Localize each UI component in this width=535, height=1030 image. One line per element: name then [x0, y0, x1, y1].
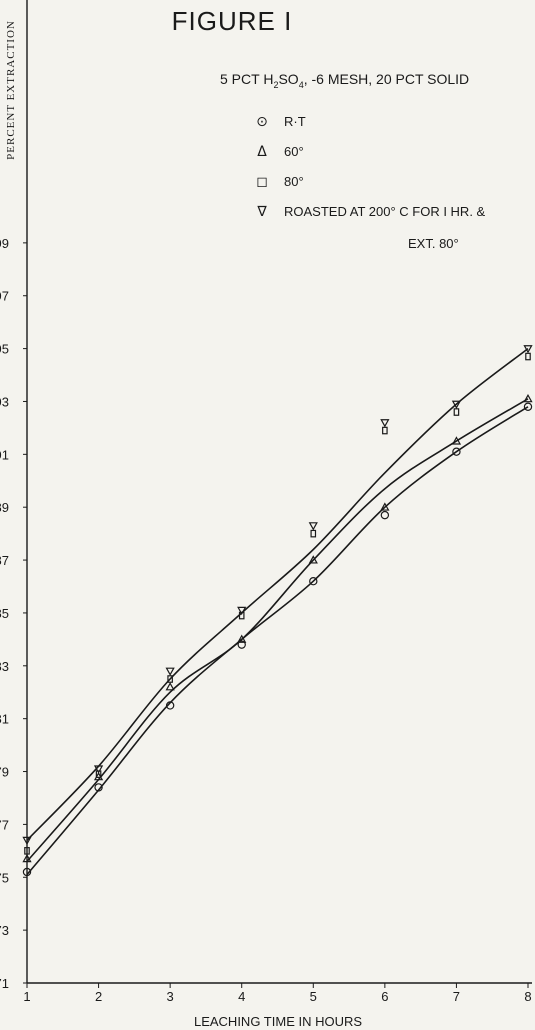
legend-label: ROASTED AT 200° C FOR I HR. & [284, 204, 486, 219]
data-point-triangle-up [237, 634, 247, 643]
y-tick-label: 95 [0, 342, 9, 357]
legend-label-continuation: EXT. 80° [408, 236, 459, 251]
y-tick-label: 83 [0, 659, 9, 674]
legend-label: 60° [284, 144, 304, 159]
chart-subtitle: 5 PCT H2SO4, -6 MESH, 20 PCT SOLID [220, 71, 469, 90]
y-tick-label: 75 [0, 870, 9, 885]
x-axis-label: LEACHING TIME IN HOURS [194, 1014, 362, 1029]
subtitle-part-b: SO [278, 71, 298, 87]
y-tick-label: 71 [0, 976, 9, 991]
subtitle-sub-1: 2 [273, 80, 278, 90]
y-axis-label: PERCENT EXTRACTION [5, 20, 17, 160]
data-point-circle [22, 867, 32, 877]
legend-label: R·T [284, 114, 306, 129]
legend-symbol: ◻ [256, 174, 268, 190]
data-point-circle [237, 640, 246, 649]
data-point-circle [94, 783, 103, 792]
y-tick-label: 89 [0, 500, 9, 515]
x-tick-label: 4 [238, 989, 245, 1004]
y-tick-label: 97 [0, 289, 9, 304]
data-point-triangle-down [308, 522, 318, 531]
y-tick-label: 87 [0, 553, 9, 568]
data-point-triangle-up [22, 853, 32, 863]
data-point-triangle-down [451, 400, 462, 409]
data-point-triangle-up [523, 393, 533, 403]
data-point-triangle-up [451, 436, 462, 445]
data-point-triangle-up [165, 682, 175, 691]
data-point-triangle-down [93, 765, 104, 774]
fitted-curve [26, 347, 529, 841]
x-tick-label: 2 [95, 989, 102, 1004]
data-point-circle [309, 577, 318, 586]
data-points [22, 345, 533, 877]
fitted-curve [26, 398, 529, 862]
data-point-circle [165, 701, 175, 710]
legend: ⊙ R·T Δ 60° ◻ 80° ∇ ROASTED AT 200° C FOR I HR.… [256, 114, 485, 251]
legend-symbol: Δ [257, 144, 267, 160]
data-point-triangle-up [380, 502, 390, 511]
data-point-circle [380, 510, 390, 520]
legend-symbol: ∇ [256, 204, 267, 220]
data-point-circle [452, 447, 461, 456]
y-tick-label: 73 [0, 923, 9, 938]
y-tick-label: 91 [0, 447, 9, 462]
data-point-triangle-down [165, 667, 175, 676]
x-tick-label: 5 [310, 989, 317, 1004]
data-point-square [95, 770, 102, 778]
chart-title: FIGURE I [172, 6, 293, 36]
data-point-triangle-down [380, 419, 390, 428]
data-point-square [24, 847, 30, 855]
data-point-triangle-down [523, 345, 533, 354]
y-tick-label: 81 [0, 712, 9, 727]
axes: 71 73 75 77 79 81 83 85 87 89 91 93 95 97 99 1 2 3 4 5 6 7 8 [0, 0, 532, 1004]
legend-label: 80° [284, 174, 304, 189]
y-tick-label: 77 [0, 817, 9, 832]
data-point-triangle-up [308, 555, 318, 564]
x-tick-label: 3 [167, 989, 174, 1004]
x-tick-label: 7 [453, 989, 460, 1004]
x-tick-label: 1 [23, 989, 30, 1004]
subtitle-part-a: 5 PCT H [220, 71, 273, 87]
y-tick-label: 99 [0, 236, 9, 251]
legend-symbol: ⊙ [256, 114, 268, 130]
data-point-square [238, 611, 245, 620]
data-point-triangle-down [22, 836, 32, 846]
y-tick-label: 93 [0, 394, 9, 409]
subtitle-part-c: , -6 MESH, 20 PCT SOLID [304, 71, 469, 87]
data-point-triangle-down [237, 606, 247, 616]
y-tick-label: 79 [0, 765, 9, 780]
x-tick-label: 6 [381, 989, 388, 1004]
subtitle-sub-2: 4 [299, 80, 304, 90]
x-tick-label: 8 [524, 989, 531, 1004]
y-tick-label: 85 [0, 606, 9, 621]
data-point-circle [523, 402, 533, 411]
